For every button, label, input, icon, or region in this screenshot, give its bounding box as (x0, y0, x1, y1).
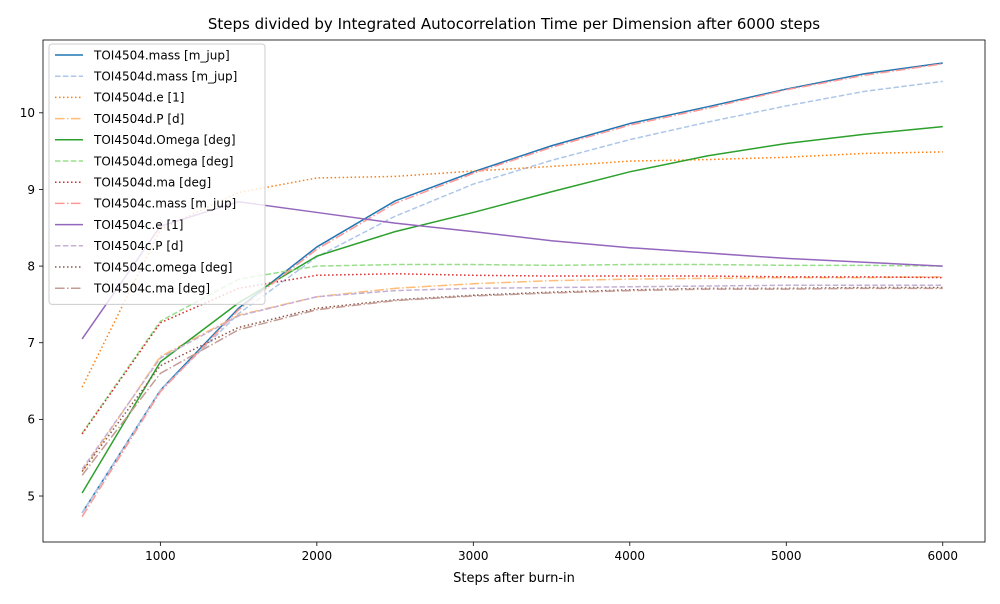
y-tick-label: 7 (27, 336, 35, 350)
x-tick-label: 4000 (615, 549, 646, 563)
legend: TOI4504.mass [m_jup] TOI4504d.mass [m_jup… (48, 43, 266, 305)
y-tick-label: 8 (27, 259, 35, 273)
y-tick-label: 6 (27, 413, 35, 427)
x-tick-label: 1000 (145, 549, 176, 563)
series-line-10 (81, 284, 943, 470)
legend-label: TOI4504d.Omega [deg] (93, 133, 236, 147)
legend-label: TOI4504d.omega [deg] (93, 154, 233, 168)
series-line-5 (81, 125, 943, 494)
chart-title: Steps divided by Integrated Autocorrelat… (208, 15, 820, 33)
legend-label: TOI4504.mass [m_jup] (93, 48, 230, 62)
series-line-4 (81, 276, 943, 472)
plot-frame (42, 39, 986, 543)
y-tick-label: 10 (20, 106, 35, 120)
series-line-2 (81, 80, 943, 514)
x-tick-label: 2000 (302, 549, 333, 563)
x-axis-label: Steps after burn-in (453, 571, 575, 586)
legend-label: TOI4504d.mass [m_jup] (93, 70, 237, 84)
legend-label: TOI4504c.P [d] (93, 239, 183, 253)
y-tick-label: 5 (27, 489, 35, 503)
series-line-7 (81, 273, 943, 435)
legend-label: TOI4504c.ma [deg] (93, 282, 210, 296)
legend-label: TOI4504c.e [1] (93, 218, 183, 232)
legend-box (48, 43, 266, 305)
x-tick-label: 6000 (927, 549, 958, 563)
y-tick-label: 9 (27, 183, 35, 197)
axes-layer: 1000 2000 3000 4000 5000 6000 5 6 7 8 9 10 (20, 39, 986, 563)
legend-label: TOI4504c.mass [m_jup] (93, 197, 236, 211)
legend-label: TOI4504d.P [d] (93, 112, 184, 126)
legend-label: TOI4504d.ma [deg] (93, 176, 211, 190)
x-tick-label: 5000 (771, 549, 802, 563)
series-line-11 (81, 286, 943, 472)
x-tick-label: 3000 (458, 549, 489, 563)
series-line-12 (81, 287, 943, 476)
legend-label: TOI4504d.e [1] (93, 91, 184, 105)
legend-label: TOI4504c.omega [deg] (93, 260, 232, 274)
